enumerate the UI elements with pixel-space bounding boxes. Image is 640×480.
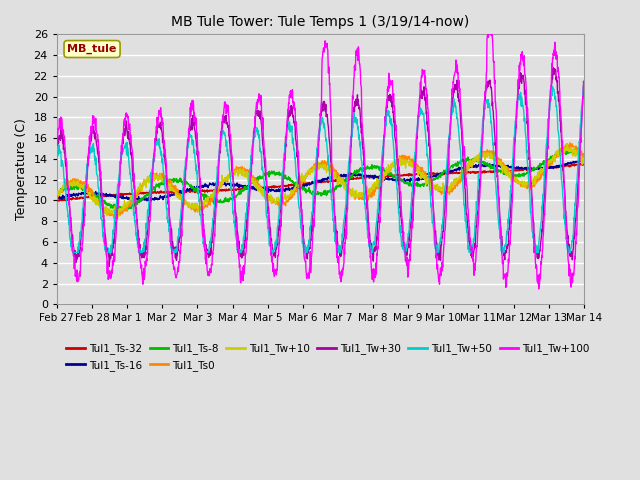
Legend: Tul1_Ts-32, Tul1_Ts-16, Tul1_Ts-8, Tul1_Ts0, Tul1_Tw+10, Tul1_Tw+30, Tul1_Tw+50,: Tul1_Ts-32, Tul1_Ts-16, Tul1_Ts-8, Tul1_…: [62, 339, 594, 375]
Title: MB Tule Tower: Tule Temps 1 (3/19/14-now): MB Tule Tower: Tule Temps 1 (3/19/14-now…: [172, 15, 470, 29]
Text: MB_tule: MB_tule: [67, 44, 116, 54]
Y-axis label: Temperature (C): Temperature (C): [15, 119, 28, 220]
